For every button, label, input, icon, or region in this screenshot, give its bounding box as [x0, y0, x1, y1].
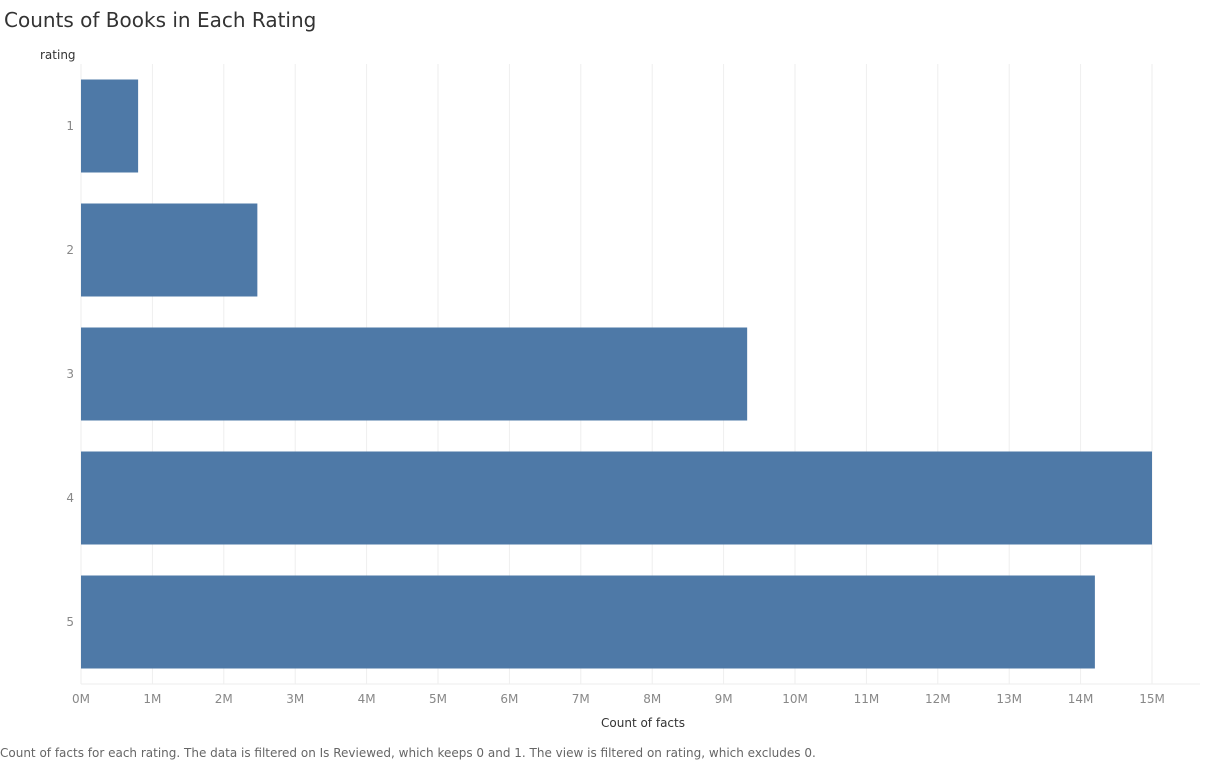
x-tick-label: 9M [715, 692, 733, 706]
x-tick-label: 7M [572, 692, 590, 706]
x-tick-label: 4M [358, 692, 376, 706]
bars [81, 79, 1152, 669]
x-tick-label: 3M [286, 692, 304, 706]
x-axis-title: Count of facts [601, 716, 685, 730]
x-tick-labels: 0M 1M 2M 3M 4M 5M 6M 7M 8M 9M 10M 11M 12M 13M 14M 15M [72, 692, 1165, 706]
y-axis-title: rating [40, 48, 76, 62]
chart-caption: Count of facts for each rating. The data… [0, 746, 816, 760]
x-tick-label: 14M [1068, 692, 1094, 706]
bar-rating-4[interactable] [81, 451, 1152, 545]
y-tick-label: 2 [66, 243, 74, 257]
bar-rating-5[interactable] [81, 575, 1095, 669]
x-tick-label: 2M [215, 692, 233, 706]
x-tick-label: 12M [925, 692, 951, 706]
x-tick-label: 11M [854, 692, 880, 706]
x-tick-label: 10M [782, 692, 808, 706]
bar-rating-3[interactable] [81, 327, 748, 421]
x-tick-label: 6M [500, 692, 518, 706]
y-tick-labels: 1 2 3 4 5 [66, 119, 74, 629]
x-tick-label: 0M [72, 692, 90, 706]
y-tick-label: 3 [66, 367, 74, 381]
bar-rating-2[interactable] [81, 203, 258, 297]
chart-title: Counts of Books in Each Rating [4, 8, 317, 32]
x-tick-label: 8M [643, 692, 661, 706]
bar-chart: 1 2 3 4 5 0M 1M 2M 3M 4M 5M 6M 7M 8M 9M 10M 11M 12M 13M 14… [40, 48, 1200, 730]
y-tick-label: 4 [66, 491, 74, 505]
x-tick-label: 13M [996, 692, 1022, 706]
bar-rating-1[interactable] [81, 79, 139, 173]
y-tick-label: 5 [66, 615, 74, 629]
x-tick-label: 15M [1139, 692, 1165, 706]
y-tick-label: 1 [66, 119, 74, 133]
x-tick-label: 5M [429, 692, 447, 706]
x-tick-label: 1M [143, 692, 161, 706]
